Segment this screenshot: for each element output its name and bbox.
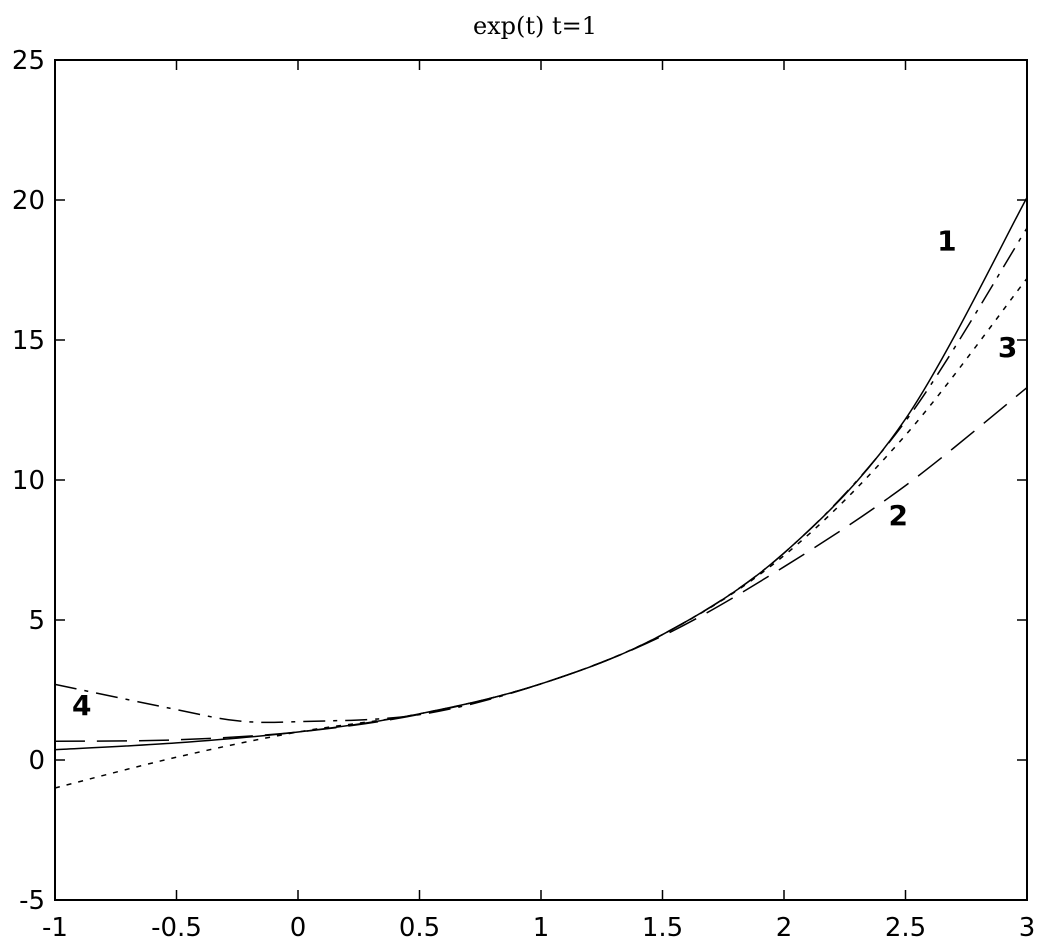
series-label-3: 3 — [998, 331, 1017, 364]
axis-ticks — [54, 59, 1028, 901]
y-tick-label: 0 — [28, 746, 45, 776]
series-label-1: 1 — [937, 224, 956, 257]
series-line-2 — [54, 387, 1028, 742]
x-tick-label: 2 — [776, 913, 793, 942]
plot-frame — [54, 59, 1028, 901]
x-tick-label: 0.5 — [399, 913, 440, 942]
y-tick-label: -5 — [19, 886, 45, 916]
y-tick-label: 10 — [12, 466, 45, 496]
x-tick-label: 1 — [533, 913, 550, 942]
chart-title: exp(t) t=1 — [473, 12, 597, 40]
series-line-4 — [54, 227, 1028, 724]
y-tick-label: 5 — [28, 606, 45, 636]
series-line-3 — [54, 277, 1028, 789]
x-tick-label: 0 — [290, 913, 307, 942]
series-labels: 1 2 3 4 — [72, 224, 1017, 722]
x-tick-label: 1.5 — [642, 913, 683, 942]
x-tick-label: 2.5 — [885, 913, 926, 942]
x-tick-label: -1 — [42, 913, 68, 942]
x-tick-label: 3 — [1019, 913, 1036, 942]
series-line-1 — [54, 197, 1028, 751]
series-label-4: 4 — [72, 689, 91, 722]
axis-tick-labels: -1 -0.5 0 0.5 1 1.5 2 2.5 3 -5 0 5 10 15 20 25 — [12, 46, 1035, 942]
y-tick-label: 15 — [12, 326, 45, 356]
y-tick-label: 20 — [12, 186, 45, 216]
series-label-2: 2 — [888, 499, 907, 532]
y-tick-label: 25 — [12, 46, 45, 76]
x-tick-label: -0.5 — [151, 913, 202, 942]
series-curves — [54, 197, 1028, 789]
